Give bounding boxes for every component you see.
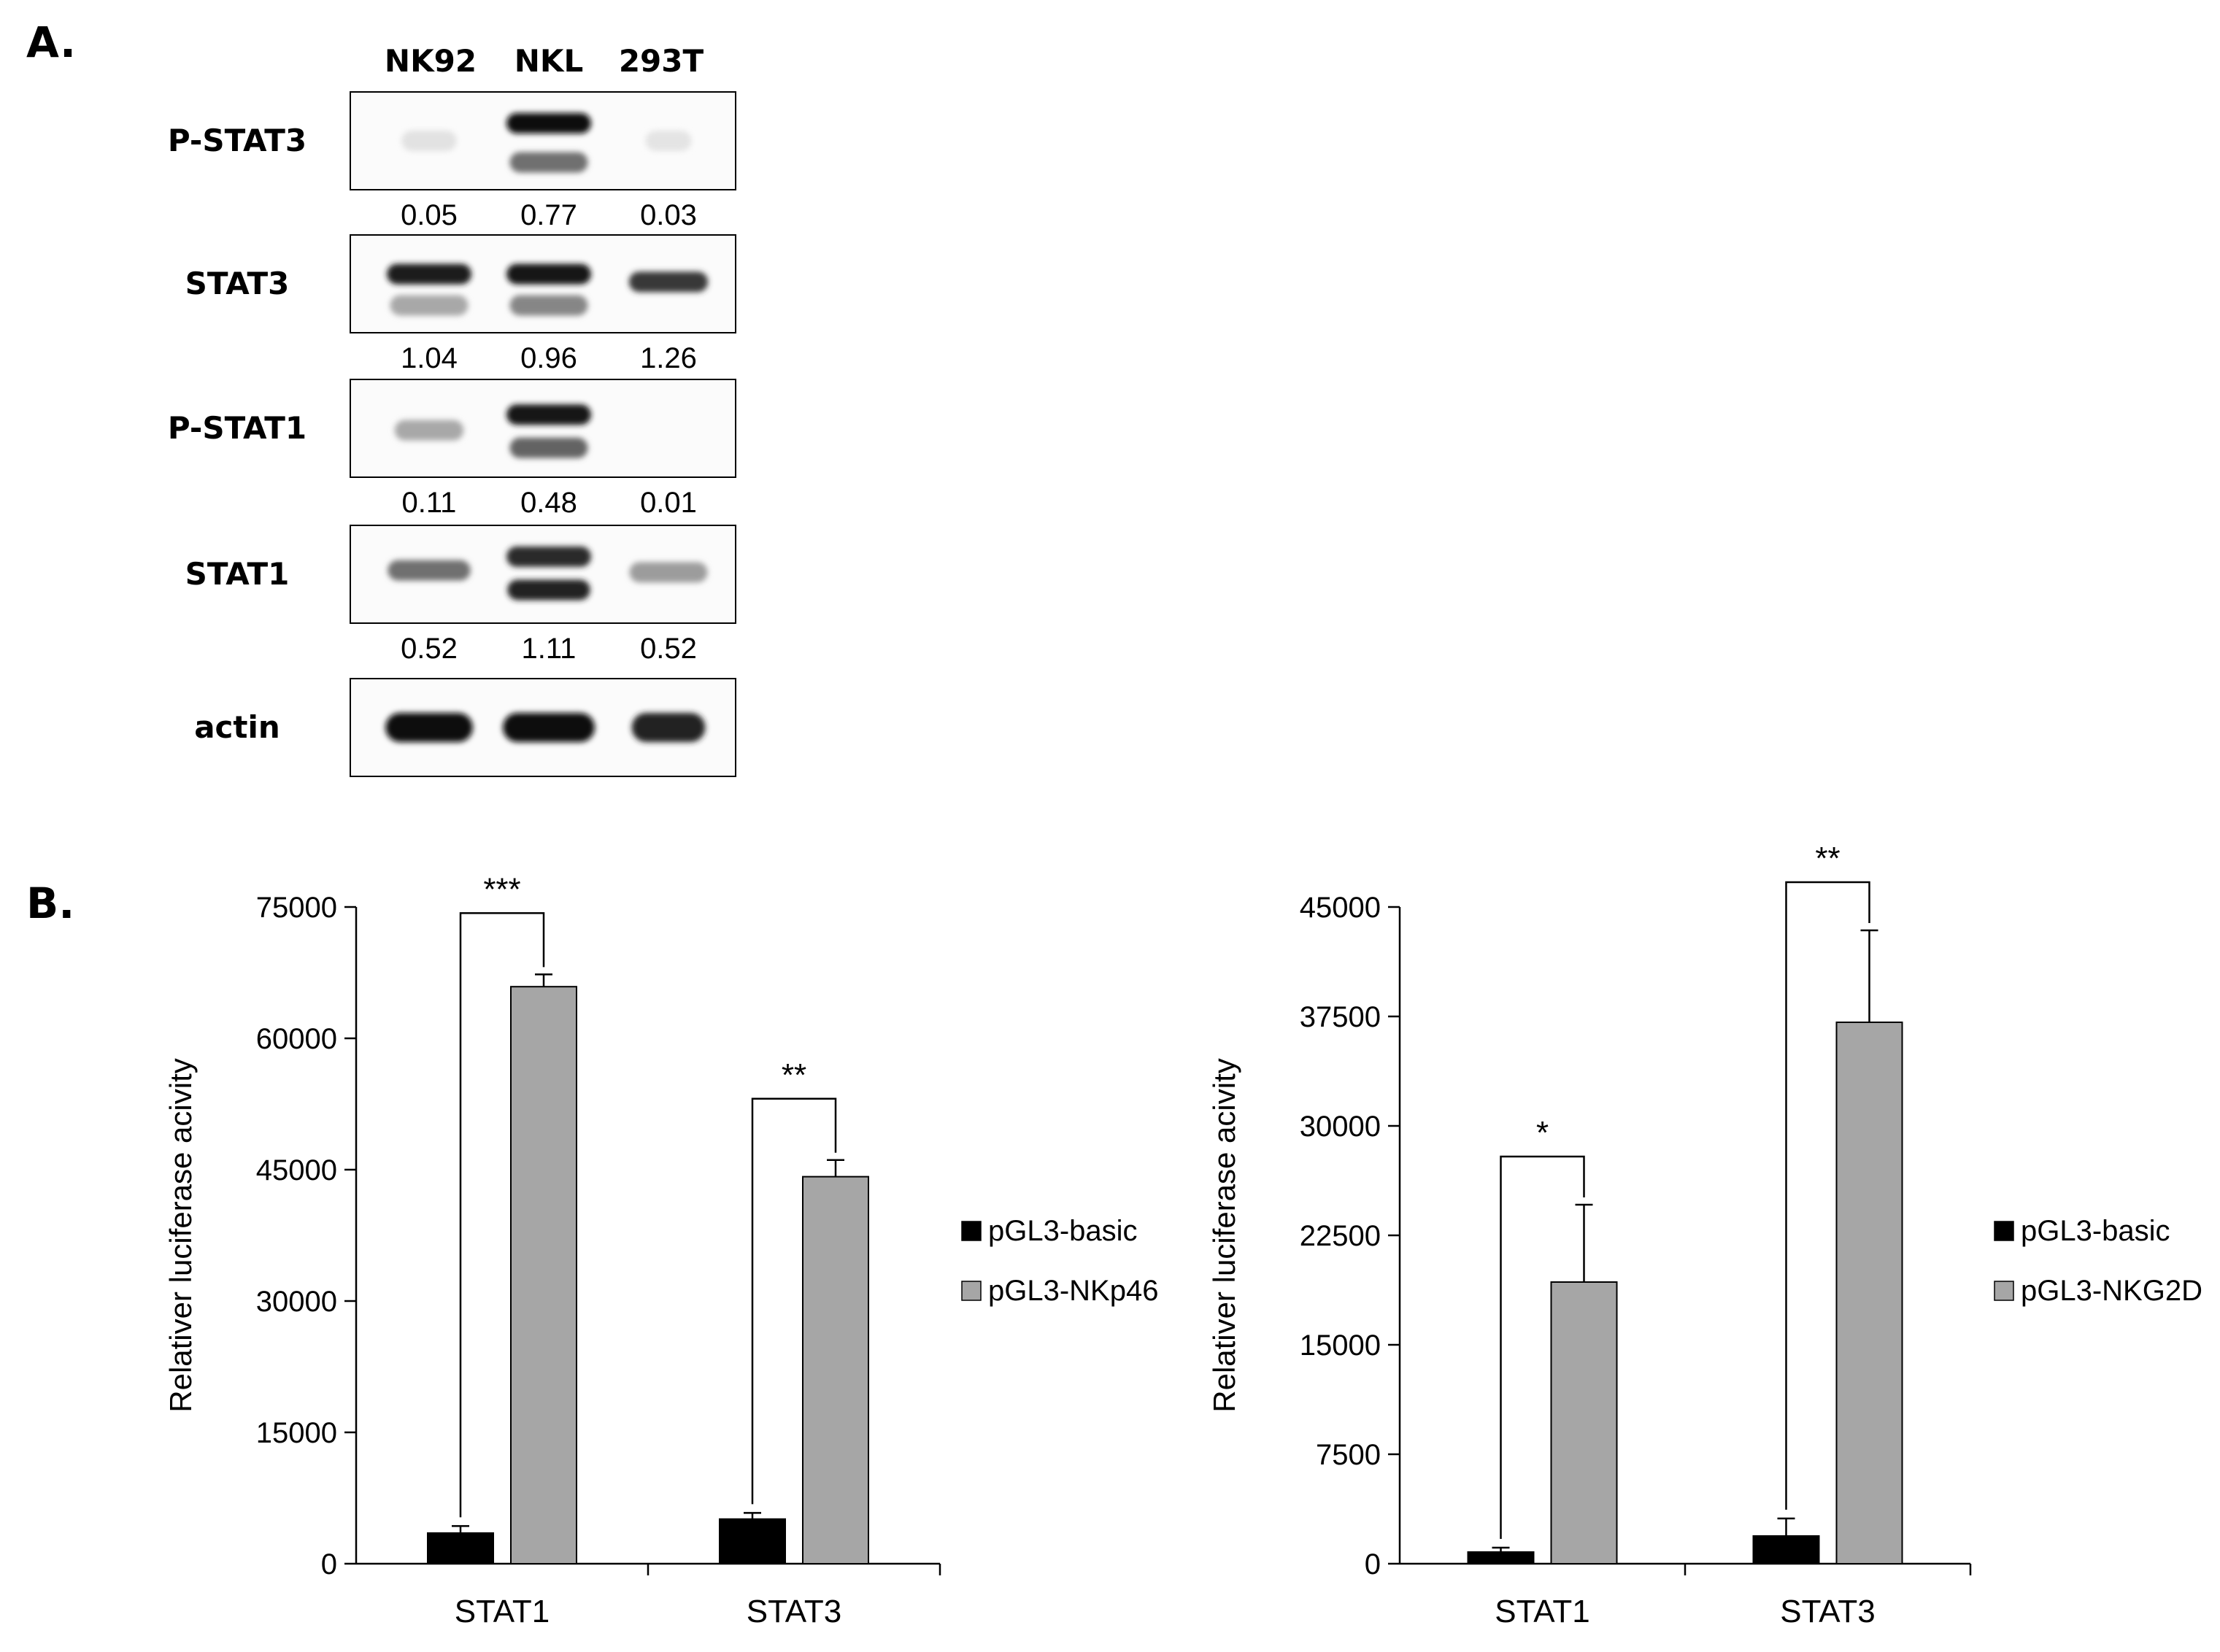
band-293t-0 xyxy=(645,131,692,151)
significance-bracket xyxy=(751,1097,837,1505)
band-nk92-0 xyxy=(385,713,473,742)
significance-marker: ** xyxy=(782,1057,806,1093)
y-tick-label: 30000 xyxy=(1300,1111,1381,1143)
y-tick-label: 15000 xyxy=(1300,1329,1381,1362)
panel-a-label: A. xyxy=(26,18,76,67)
densitometry-value: 0.11 xyxy=(402,487,457,519)
legend-swatch xyxy=(961,1221,982,1241)
category-label-stat1: STAT1 xyxy=(455,1594,550,1629)
band-nkl-0 xyxy=(503,713,595,742)
band-293t-0 xyxy=(631,713,706,742)
category-label-stat1: STAT1 xyxy=(1495,1594,1589,1629)
y-axis-label: Relativer luciferase acivity xyxy=(1207,1058,1241,1413)
densitometry-value: 0.48 xyxy=(520,487,577,519)
y-tick-label: 60000 xyxy=(256,1023,337,1055)
bar-pgl3-basic-stat3 xyxy=(1752,1535,1820,1564)
luciferase-chart-nkp46: 0 15000 30000 45000 60000 75000 Relativer luci… xyxy=(163,871,1158,1629)
densitometry-value: 1.11 xyxy=(522,633,577,665)
significance-bracket xyxy=(1785,881,1870,1510)
densitometry-value: 0.96 xyxy=(520,342,577,374)
densitometry-value: 0.03 xyxy=(640,199,697,231)
bar-pgl3-nkg2d-stat1 xyxy=(1550,1281,1618,1564)
legend-entry: pGL3-basic xyxy=(2021,1215,2170,1247)
significance-marker: * xyxy=(1536,1115,1549,1151)
category-label-stat3: STAT3 xyxy=(747,1594,841,1629)
band-nk92-0 xyxy=(401,131,457,151)
lane-label-nk92: NK92 xyxy=(385,43,477,79)
y-tick-label: 45000 xyxy=(1300,892,1381,924)
densitometry-value: 0.52 xyxy=(401,633,458,665)
y-tick-label: 30000 xyxy=(256,1286,337,1318)
band-nk92-1 xyxy=(390,295,469,316)
blot-label: P-STAT3 xyxy=(168,123,307,158)
band-293t-0 xyxy=(628,271,709,293)
legend-entry: pGL3-basic xyxy=(988,1215,1138,1247)
bar-pgl3-nkp46-stat1 xyxy=(510,986,577,1564)
legend-swatch xyxy=(1994,1281,2014,1301)
densitometry-value: 1.04 xyxy=(401,342,458,374)
category-label-stat3: STAT3 xyxy=(1780,1594,1875,1629)
blot-actin: actin xyxy=(194,678,736,777)
legend-entry: pGL3-NKG2D xyxy=(2021,1275,2202,1307)
band-nkl-0 xyxy=(506,404,591,425)
y-tick-label: 22500 xyxy=(1300,1220,1381,1252)
blot-p-stat1: P-STAT1 0.11 0.48 0.01 xyxy=(168,379,736,519)
bar-pgl3-nkg2d-stat3 xyxy=(1835,1022,1903,1564)
y-tick-label: 0 xyxy=(1365,1548,1381,1580)
densitometry-value: 0.77 xyxy=(520,199,577,231)
luciferase-chart-nkg2d: 0 7500 15000 22500 30000 37500 45000 Relativer … xyxy=(1207,841,2202,1629)
y-tick-label: 37500 xyxy=(1300,1001,1381,1033)
band-nkl-1 xyxy=(509,295,588,316)
y-tick-label: 15000 xyxy=(256,1417,337,1449)
blot-label: STAT1 xyxy=(185,556,290,592)
bar-pgl3-basic-stat1 xyxy=(427,1532,494,1564)
y-tick-label: 75000 xyxy=(256,892,337,924)
y-axis-label: Relativer luciferase acivity xyxy=(163,1058,198,1413)
band-293t-0 xyxy=(629,562,708,583)
y-tick-label: 7500 xyxy=(1316,1439,1381,1471)
y-tick-label: 0 xyxy=(321,1548,337,1580)
panel-b-label: B. xyxy=(26,879,74,928)
legend-entry: pGL3-NKp46 xyxy=(988,1275,1158,1307)
bar-pgl3-basic-stat1 xyxy=(1467,1551,1535,1564)
band-nkl-1 xyxy=(507,579,590,601)
band-nk92-0 xyxy=(394,420,464,441)
significance-bracket xyxy=(1500,1155,1585,1539)
blot-stat3: STAT3 1.04 0.96 1.26 xyxy=(185,234,736,374)
legend-swatch xyxy=(961,1281,982,1301)
band-nkl-0 xyxy=(506,263,591,285)
band-nkl-1 xyxy=(509,437,588,458)
significance-marker: ** xyxy=(1815,841,1840,876)
lane-label-293t: 293T xyxy=(619,43,704,79)
densitometry-value: 1.26 xyxy=(640,342,697,374)
significance-marker: *** xyxy=(483,871,520,907)
densitometry-value: 0.52 xyxy=(640,633,697,665)
bar-pgl3-nkp46-stat3 xyxy=(802,1176,869,1564)
lane-labels: NK92 NKL 293T xyxy=(385,43,704,79)
significance-bracket xyxy=(459,912,545,1518)
blot-p-stat3: P-STAT3 0.05 0.77 0.03 xyxy=(168,91,736,231)
blot-label: actin xyxy=(194,709,280,745)
densitometry-value: 0.01 xyxy=(640,487,697,519)
y-tick-label: 45000 xyxy=(256,1154,337,1186)
band-nkl-1 xyxy=(509,152,588,173)
band-nkl-0 xyxy=(506,112,591,134)
lane-label-nkl: NKL xyxy=(514,43,583,79)
blot-label: P-STAT1 xyxy=(168,410,307,446)
legend-swatch xyxy=(1994,1221,2014,1241)
western-blots: P-STAT3 0.05 0.77 0.03 STAT3 1.04 0.96 1.26 P-ST… xyxy=(168,91,736,777)
blot-stat1: STAT1 0.52 1.11 0.52 xyxy=(185,525,736,665)
band-nk92-0 xyxy=(387,263,471,285)
densitometry-value: 0.05 xyxy=(401,199,458,231)
band-nkl-0 xyxy=(506,546,591,567)
band-nk92-0 xyxy=(388,560,471,581)
bar-pgl3-basic-stat3 xyxy=(719,1518,786,1565)
blot-label: STAT3 xyxy=(185,266,290,301)
